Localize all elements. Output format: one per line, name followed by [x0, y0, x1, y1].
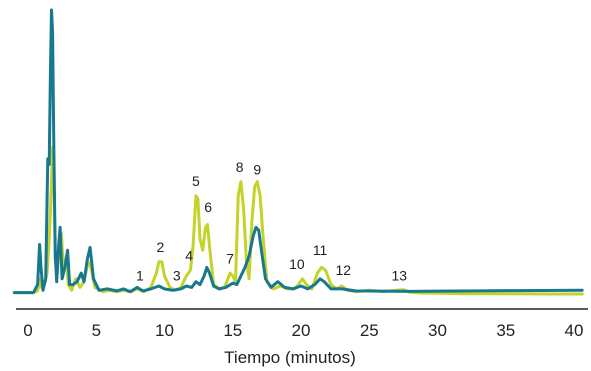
x-tick-label: 20 [292, 321, 311, 340]
peak-label: 8 [236, 159, 244, 175]
peak-label: 6 [204, 199, 212, 215]
x-tick-label: 5 [92, 321, 101, 340]
x-tick-label: 15 [223, 321, 242, 340]
x-tick-label: 25 [360, 321, 379, 340]
peak-label: 1 [136, 268, 144, 284]
peak-label: 10 [289, 256, 305, 272]
peak-label: 2 [157, 239, 165, 255]
peak-label: 12 [336, 262, 352, 278]
x-tick-label: 40 [565, 321, 584, 340]
x-axis-label: Tiempo (minutos) [224, 348, 356, 367]
series-line-2 [12, 8, 584, 295]
peak-label: 3 [173, 268, 181, 284]
peak-label: 11 [313, 242, 328, 258]
peak-label: 9 [253, 162, 261, 178]
x-tick-labels: 0 5 10 15 20 25 30 35 40 [23, 321, 583, 340]
x-tick-label: 30 [428, 321, 447, 340]
peak-label: 4 [185, 248, 193, 264]
peak-label: 5 [192, 173, 200, 189]
series-layer [12, 8, 584, 296]
x-tick-label: 35 [496, 321, 515, 340]
peak-label: 7 [226, 250, 234, 266]
x-tick-label: 10 [155, 321, 174, 340]
x-tick-label: 0 [23, 321, 32, 340]
peak-label: 13 [392, 268, 408, 284]
